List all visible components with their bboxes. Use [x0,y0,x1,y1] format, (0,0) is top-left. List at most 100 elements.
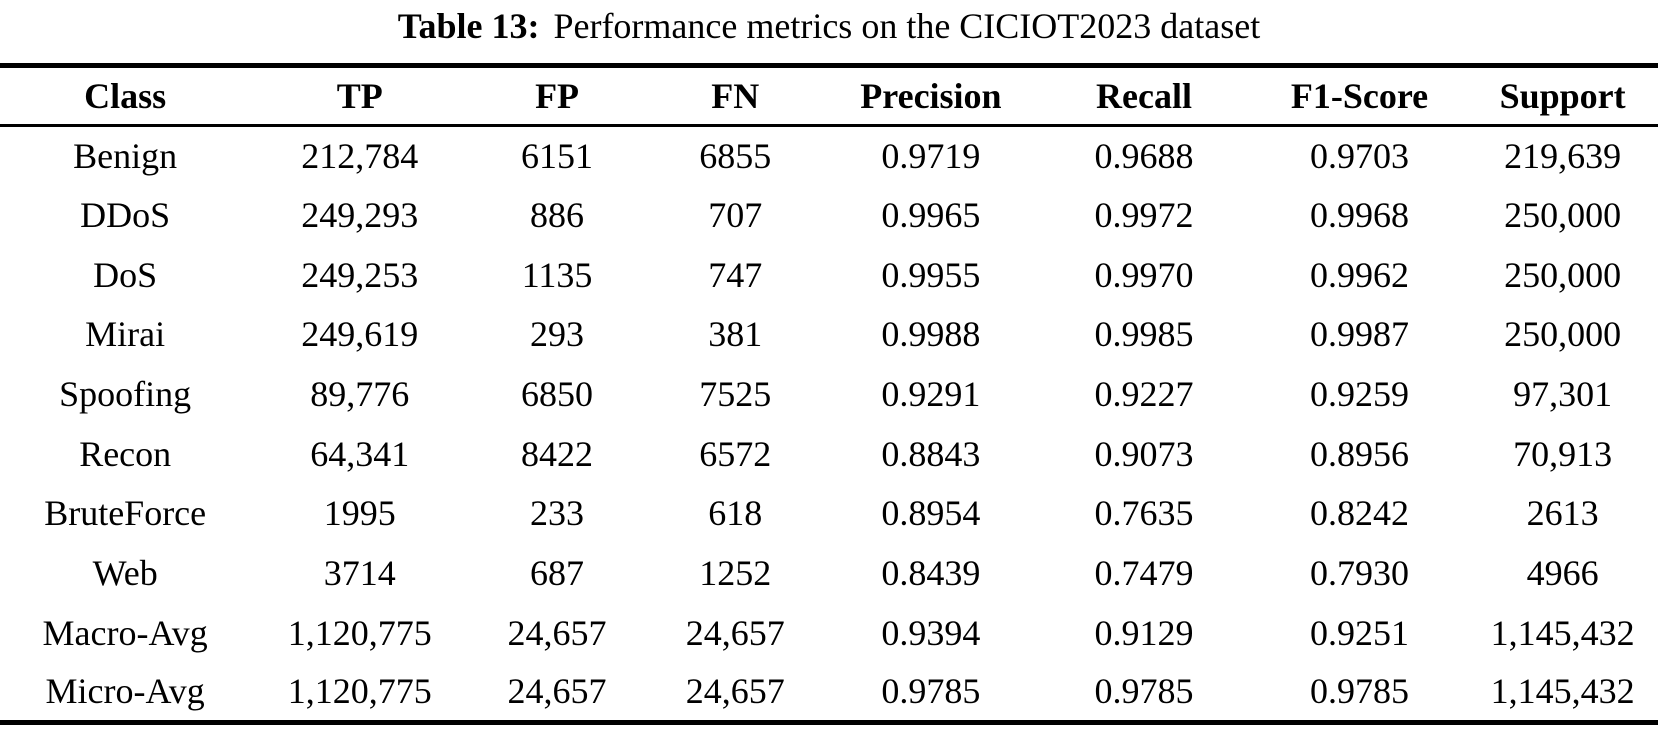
cell-support: 1,145,432 [1490,671,1635,712]
cell-recall: 0.9985 [1094,314,1194,355]
cell-f1-score: 0.9703 [1310,136,1409,177]
header-row: Class TP FP FN Precision Recall F1-Score… [0,65,1658,127]
table-caption: Table 13: Performance metrics on the CICI… [0,0,1658,63]
cell-f1-score: 0.9968 [1310,195,1409,236]
column-header-fp: FP [469,65,645,127]
column-header-tp: TP [250,65,470,127]
cell-tp: 3714 [323,553,396,594]
cell-support: 2613 [1526,493,1599,534]
cell-tp: 1995 [323,493,396,534]
cell-support: 1,145,432 [1490,612,1635,653]
cell-f1-score: 0.8242 [1310,493,1409,534]
table-row-bruteforce: BruteForce 1995 233 618 0.8954 0.7635 0.… [0,484,1658,544]
column-header-f1-score: F1-Score [1251,65,1468,127]
cell-precision: 0.9785 [881,671,981,712]
table-caption-text: Performance metrics on the CICIOT2023 da… [553,6,1261,46]
cell-fn: 618 [708,493,763,534]
cell-recall: 0.9972 [1094,195,1194,236]
cell-fn: 707 [708,195,763,236]
cell-f1-score: 0.9259 [1310,374,1409,415]
cell-f1-score: 0.7930 [1310,553,1409,594]
cell-fn: 24,657 [685,671,785,712]
table-row-ddos: DDoS 249,293 886 707 0.9965 0.9972 0.996… [0,185,1658,245]
cell-recall: 0.7635 [1094,493,1194,534]
cell-fn: 6855 [699,136,772,177]
cell-fp: 293 [530,314,585,355]
cell-support: 70,913 [1513,433,1613,474]
cell-fp: 886 [530,195,585,236]
cell-fp: 233 [530,493,585,534]
cell-support: 250,000 [1504,314,1622,355]
cell-fn: 1252 [699,553,772,594]
cell-class: DoS [93,254,158,295]
cell-recall: 0.7479 [1094,553,1194,594]
cell-recall: 0.9073 [1094,433,1194,474]
cell-support: 4966 [1526,553,1599,594]
cell-support: 250,000 [1504,254,1622,295]
cell-f1-score: 0.9785 [1310,671,1409,712]
cell-fp: 6151 [521,136,594,177]
table-row-dos: DoS 249,253 1135 747 0.9955 0.9970 0.996… [0,245,1658,305]
table-row-spoofing: Spoofing 89,776 6850 7525 0.9291 0.9227 … [0,364,1658,424]
cell-class: Macro-Avg [42,612,208,653]
table-row-macro-avg: Macro-Avg 1,120,775 24,657 24,657 0.9394… [0,603,1658,663]
cell-class: Benign [73,136,178,177]
cell-tp: 89,776 [310,374,410,415]
cell-recall: 0.9688 [1094,136,1194,177]
table-row-web: Web 3714 687 1252 0.8439 0.7479 0.7930 4… [0,543,1658,603]
cell-recall: 0.9227 [1094,374,1194,415]
cell-fp: 1135 [521,254,593,295]
cell-f1-score: 0.9962 [1310,254,1409,295]
cell-class: Micro-Avg [45,671,205,712]
column-header-precision: Precision [825,65,1037,127]
cell-tp: 249,253 [301,254,419,295]
cell-class: BruteForce [44,493,207,534]
cell-fn: 7525 [699,374,772,415]
cell-precision: 0.9719 [881,136,981,177]
cell-f1-score: 0.8956 [1310,433,1409,474]
cell-precision: 0.8439 [881,553,981,594]
cell-fp: 8422 [521,433,594,474]
cell-tp: 212,784 [301,136,419,177]
cell-class: Mirai [85,314,166,355]
table-caption-label: Table 13: [397,6,540,46]
cell-recall: 0.9785 [1094,671,1194,712]
table-row-mirai: Mirai 249,619 293 381 0.9988 0.9985 0.99… [0,305,1658,365]
column-header-support: Support [1467,65,1658,127]
cell-tp: 249,293 [301,195,419,236]
performance-metrics-table: Class TP FP FN Precision Recall F1-Score… [0,63,1658,725]
cell-recall: 0.9129 [1094,612,1194,653]
cell-precision: 0.9988 [881,314,981,355]
cell-support: 97,301 [1513,374,1613,415]
cell-class: Web [92,553,158,594]
table-row-benign: Benign 212,784 6151 6855 0.9719 0.9688 0… [0,126,1658,186]
cell-fn: 747 [708,254,763,295]
cell-fp: 687 [530,553,585,594]
column-header-class: Class [0,65,251,127]
cell-f1-score: 0.9251 [1310,612,1409,653]
cell-fn: 24,657 [685,612,785,653]
cell-recall: 0.9970 [1094,254,1194,295]
cell-fp: 24,657 [507,671,607,712]
cell-tp: 64,341 [310,433,410,474]
cell-tp: 249,619 [301,314,419,355]
cell-tp: 1,120,775 [287,612,432,653]
cell-precision: 0.8954 [881,493,981,534]
cell-tp: 1,120,775 [287,671,432,712]
column-header-recall: Recall [1036,65,1252,127]
table-row-recon: Recon 64,341 8422 6572 0.8843 0.9073 0.8… [0,424,1658,484]
cell-f1-score: 0.9987 [1310,314,1409,355]
cell-precision: 0.9394 [881,612,981,653]
cell-fp: 6850 [521,374,594,415]
cell-class: DDoS [80,195,171,236]
column-header-fn: FN [644,65,826,127]
cell-precision: 0.9955 [881,254,981,295]
cell-class: Spoofing [59,374,192,415]
cell-fp: 24,657 [507,612,607,653]
cell-fn: 381 [708,314,763,355]
cell-precision: 0.9291 [881,374,981,415]
cell-support: 250,000 [1504,195,1622,236]
cell-precision: 0.8843 [881,433,981,474]
cell-support: 219,639 [1504,136,1622,177]
